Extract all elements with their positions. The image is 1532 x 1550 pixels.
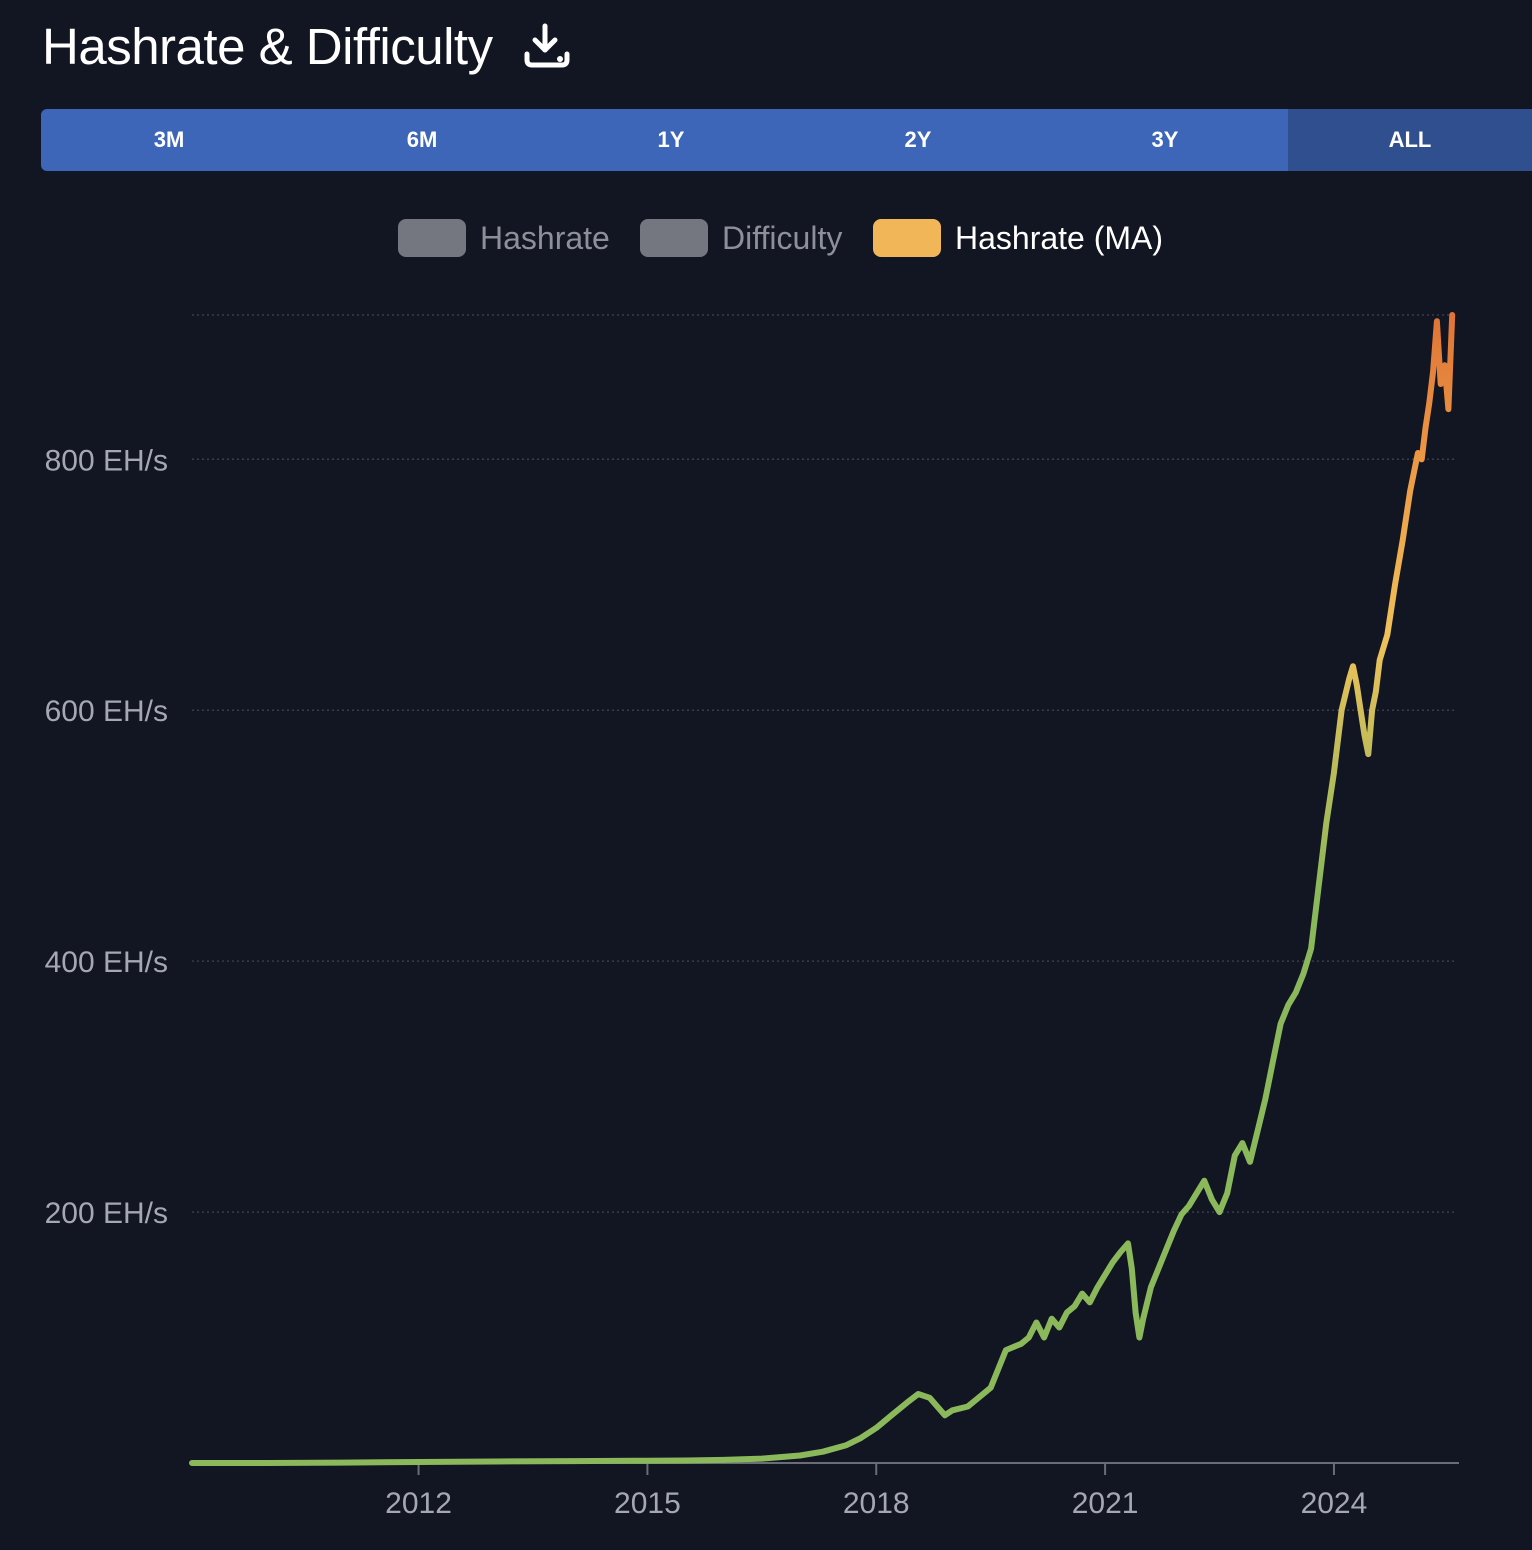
chart-legend: Hashrate Difficulty Hashrate (MA)	[0, 216, 1532, 260]
x-tick-label: 2018	[843, 1487, 910, 1520]
legend-label: Hashrate (MA)	[955, 219, 1164, 256]
y-tick-label: 400 EH/s	[45, 946, 168, 979]
range-selector: 3M 6M 1Y 2Y 3Y ALL	[41, 109, 1532, 171]
series-line-hashrate-ma	[189, 312, 1456, 1466]
x-tick-label: 2015	[614, 1487, 681, 1520]
x-tick-label: 2012	[385, 1487, 452, 1520]
page-title: Hashrate & Difficulty	[42, 17, 493, 75]
range-button-all[interactable]: ALL	[1288, 109, 1532, 171]
range-button-2y[interactable]: 2Y	[904, 127, 932, 152]
header: Hashrate & Difficulty	[42, 14, 571, 78]
legend-swatch	[640, 219, 708, 257]
range-button-1y[interactable]: 1Y	[657, 127, 685, 152]
y-tick-label: 600 EH/s	[45, 695, 168, 728]
y-tick-label: 800 EH/s	[45, 444, 168, 477]
legend-label: Difficulty	[722, 219, 843, 256]
y-tick-label: 200 EH/s	[45, 1197, 168, 1230]
download-icon	[524, 23, 570, 68]
x-tick-label: 2024	[1301, 1487, 1368, 1520]
legend-label: Hashrate	[480, 219, 610, 256]
range-button-3y[interactable]: 3Y	[1151, 127, 1179, 152]
download-button[interactable]	[523, 22, 571, 70]
legend-item-hashrate[interactable]: Hashrate	[398, 216, 610, 260]
range-button-3m[interactable]: 3M	[153, 127, 185, 152]
legend-swatch	[873, 219, 941, 257]
legend-swatch	[398, 219, 466, 257]
range-button-6m[interactable]: 6M	[406, 127, 438, 152]
legend-item-difficulty[interactable]: Difficulty	[640, 216, 842, 260]
legend-item-hashrate-ma[interactable]: Hashrate (MA)	[873, 216, 1163, 260]
x-tick-label: 2021	[1072, 1487, 1139, 1520]
